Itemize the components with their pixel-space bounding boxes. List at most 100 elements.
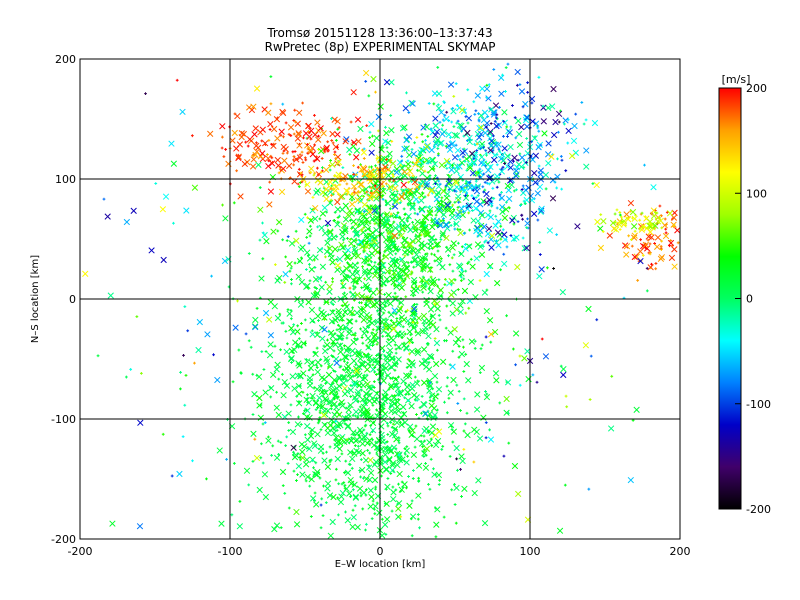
data-point	[488, 244, 495, 251]
data-point	[426, 353, 433, 360]
data-point	[394, 216, 398, 219]
data-point	[305, 299, 312, 306]
data-point	[329, 309, 336, 316]
data-point	[425, 332, 432, 340]
data-point	[476, 194, 480, 197]
data-point	[137, 419, 144, 426]
data-point	[410, 148, 414, 151]
data-point	[430, 218, 433, 222]
data-point	[481, 519, 489, 527]
data-point	[431, 399, 435, 403]
data-point	[620, 221, 623, 225]
data-point	[314, 289, 321, 297]
data-point	[370, 517, 374, 521]
data-point	[394, 194, 398, 197]
data-point	[480, 414, 487, 421]
data-point	[370, 289, 377, 296]
data-point	[336, 323, 340, 327]
data-point	[431, 411, 438, 419]
data-point	[244, 140, 248, 144]
colorbar-tick-label: 200	[746, 82, 767, 95]
data-point	[473, 255, 480, 262]
data-point	[556, 157, 559, 161]
data-point	[399, 456, 406, 463]
data-point	[537, 75, 541, 79]
data-point	[367, 487, 374, 494]
data-point	[391, 242, 395, 246]
data-point	[427, 385, 431, 389]
data-point	[181, 435, 185, 439]
data-point	[368, 290, 372, 293]
data-point	[384, 199, 388, 203]
data-point	[671, 263, 678, 270]
data-point	[380, 169, 387, 176]
data-point	[395, 356, 402, 363]
data-point	[392, 220, 396, 224]
data-point	[311, 195, 315, 199]
data-point	[498, 105, 501, 109]
data-point	[385, 395, 392, 402]
data-point	[516, 220, 520, 224]
data-point	[432, 122, 439, 129]
data-point	[312, 320, 315, 323]
data-point	[350, 191, 354, 195]
data-point	[400, 480, 404, 484]
data-point	[353, 154, 360, 161]
data-point	[428, 353, 435, 361]
data-point	[292, 469, 296, 473]
data-point	[354, 414, 357, 418]
data-point	[246, 136, 253, 143]
data-point	[483, 240, 487, 244]
data-point	[457, 344, 461, 348]
data-point	[450, 256, 454, 260]
data-point	[257, 206, 264, 213]
data-point	[343, 136, 350, 143]
data-point	[438, 120, 442, 124]
data-point	[365, 373, 369, 377]
data-point	[574, 223, 581, 230]
data-point	[454, 521, 458, 525]
data-point	[406, 216, 410, 220]
data-point	[423, 445, 431, 452]
data-point	[447, 329, 454, 336]
data-point	[364, 440, 371, 447]
data-point	[371, 384, 375, 388]
data-point	[267, 332, 275, 339]
data-point	[462, 370, 466, 373]
data-point	[456, 154, 460, 158]
data-point	[408, 352, 411, 356]
data-point	[348, 218, 352, 222]
data-point	[235, 154, 242, 162]
data-point	[341, 238, 345, 242]
data-point	[484, 230, 492, 237]
data-point	[464, 431, 471, 439]
data-point	[313, 471, 321, 478]
data-point	[343, 359, 346, 363]
data-point	[396, 305, 404, 312]
data-point	[342, 301, 349, 308]
data-point	[433, 337, 437, 340]
data-point	[359, 491, 363, 495]
data-point	[663, 217, 667, 221]
data-point	[411, 179, 419, 186]
data-point	[249, 163, 257, 170]
data-point	[493, 122, 500, 130]
data-point	[468, 228, 472, 232]
data-point	[407, 226, 414, 234]
data-point	[129, 368, 133, 371]
data-point	[172, 221, 175, 225]
data-point	[494, 279, 501, 287]
data-point	[353, 276, 357, 280]
data-point	[449, 300, 456, 307]
data-point	[362, 209, 366, 213]
data-point	[351, 450, 355, 454]
data-point	[376, 325, 380, 329]
data-point	[483, 164, 487, 168]
data-point	[96, 354, 100, 358]
data-point	[351, 414, 355, 417]
data-point	[308, 476, 315, 483]
data-point	[462, 447, 466, 451]
data-point	[326, 234, 333, 241]
data-point	[400, 181, 407, 189]
data-point	[347, 262, 354, 270]
